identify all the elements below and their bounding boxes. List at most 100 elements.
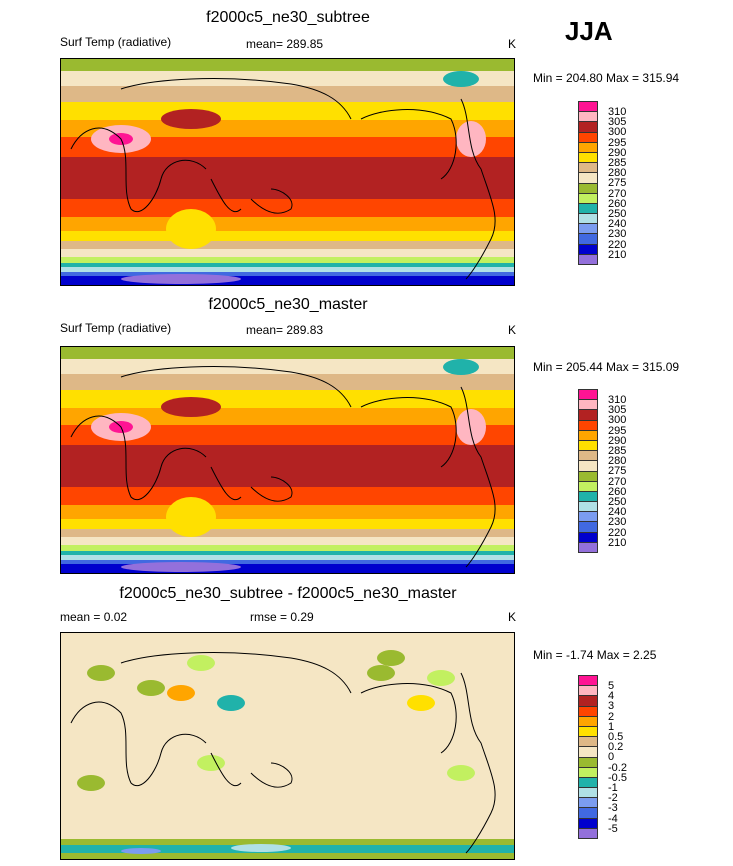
contour-region <box>166 497 216 537</box>
colorbar-label: 300 <box>608 414 627 427</box>
colorbar-label: -0.2 <box>608 761 627 774</box>
colorbar-label: 210 <box>608 536 627 549</box>
coastline <box>460 672 496 854</box>
contour-band <box>61 445 514 487</box>
colorbar-label: 230 <box>608 516 627 529</box>
panel3-map <box>60 632 515 860</box>
colorbar-label: 295 <box>608 424 627 437</box>
colorbar-label: 5 <box>608 680 615 692</box>
contour-band <box>61 529 514 537</box>
contour-band <box>61 257 514 263</box>
contour-band <box>61 263 514 267</box>
colorbar-swatch <box>578 541 598 553</box>
panel1-minmax: Min = 204.80 Max = 315.94 <box>533 71 680 85</box>
panel3-units: K <box>508 610 517 624</box>
colorbar-label: 220 <box>608 526 627 539</box>
contour-region <box>77 775 105 791</box>
contour-band <box>61 267 514 272</box>
contour-band <box>61 276 514 285</box>
colorbar-label: 275 <box>608 177 627 190</box>
colorbar-label: 305 <box>608 116 627 129</box>
contour-region <box>121 562 241 572</box>
colorbar-label: 0.2 <box>608 741 624 754</box>
panel3-minmax: Min = -1.74 Max = 2.25 <box>533 648 657 662</box>
panel2-mean: mean= 289.83 <box>246 323 324 337</box>
colorbar-label: 280 <box>608 167 627 180</box>
contour-band <box>61 853 514 859</box>
contour-band <box>61 839 514 845</box>
panel1-variable: Surf Temp (radiative) <box>60 35 172 49</box>
coastline <box>460 386 496 568</box>
colorbar-label: 300 <box>608 126 627 139</box>
panel1-mean: mean= 289.85 <box>246 37 324 51</box>
coastline <box>460 98 496 280</box>
colorbar-label: 295 <box>608 136 627 149</box>
contour-band <box>61 217 514 231</box>
panel2-map <box>60 346 515 574</box>
contour-band <box>61 519 514 529</box>
contour-band <box>61 359 514 374</box>
colorbar-label: 275 <box>608 465 627 478</box>
coastline <box>70 701 207 786</box>
contour-band <box>61 231 514 241</box>
coastline <box>210 752 293 788</box>
coastline <box>360 109 457 180</box>
contour-region <box>447 765 475 781</box>
colorbar-label: 250 <box>608 496 627 508</box>
contour-band <box>61 272 514 276</box>
coastline <box>120 366 352 408</box>
panel3-title: f2000c5_ne30_subtree - f2000c5_ne30_mast… <box>119 585 457 602</box>
contour-band <box>61 545 514 551</box>
colorbar-swatch <box>578 827 598 839</box>
coastline <box>210 178 293 214</box>
contour-region <box>121 848 161 854</box>
panel2-variable: Surf Temp (radiative) <box>60 321 172 335</box>
contour-band <box>61 199 514 217</box>
contour-band <box>61 537 514 545</box>
contour-band <box>61 505 514 519</box>
panel1-colorbar <box>578 101 598 265</box>
contour-region <box>137 680 165 696</box>
colorbar-label: 310 <box>608 394 627 406</box>
panel2-colorbar <box>578 389 598 553</box>
contour-region <box>217 695 245 711</box>
colorbar-label: 3 <box>608 700 615 713</box>
contour-band <box>61 487 514 505</box>
panel3-rmse: rmse = 0.29 <box>250 610 314 624</box>
colorbar-label: -0.5 <box>608 771 627 784</box>
coastline <box>70 415 207 500</box>
contour-band <box>61 157 514 199</box>
colorbar-label: 210 <box>608 248 627 261</box>
contour-band <box>61 71 514 86</box>
colorbar-label: -3 <box>608 802 618 815</box>
coastline <box>120 78 352 120</box>
contour-band <box>61 249 514 257</box>
contour-region <box>121 274 241 284</box>
contour-band <box>61 137 514 157</box>
contour-band <box>61 425 514 445</box>
contour-band <box>61 633 514 668</box>
panel3-colorbar <box>578 675 598 839</box>
colorbar-label: 260 <box>608 197 627 210</box>
contour-band <box>61 564 514 573</box>
panel1-title: f2000c5_ne30_subtree <box>206 9 370 26</box>
colorbar-label: 270 <box>608 475 627 488</box>
panel2-units: K <box>508 323 517 337</box>
contour-band <box>61 551 514 555</box>
contour-region <box>443 359 479 375</box>
contour-region <box>456 121 486 157</box>
contour-region <box>161 397 221 417</box>
colorbar-label: 310 <box>608 106 627 118</box>
colorbar-label: 270 <box>608 187 627 200</box>
panel3-mean: mean = 0.02 <box>60 610 128 624</box>
colorbar-label: 285 <box>608 445 627 457</box>
colorbar-label: -1 <box>608 782 618 794</box>
contour-region <box>167 685 195 701</box>
colorbar-label: 240 <box>608 506 627 519</box>
coastline <box>360 683 457 754</box>
colorbar-label: 260 <box>608 485 627 498</box>
contour-region <box>367 665 395 681</box>
colorbar-swatch <box>578 253 598 265</box>
panel1-map <box>60 58 515 286</box>
